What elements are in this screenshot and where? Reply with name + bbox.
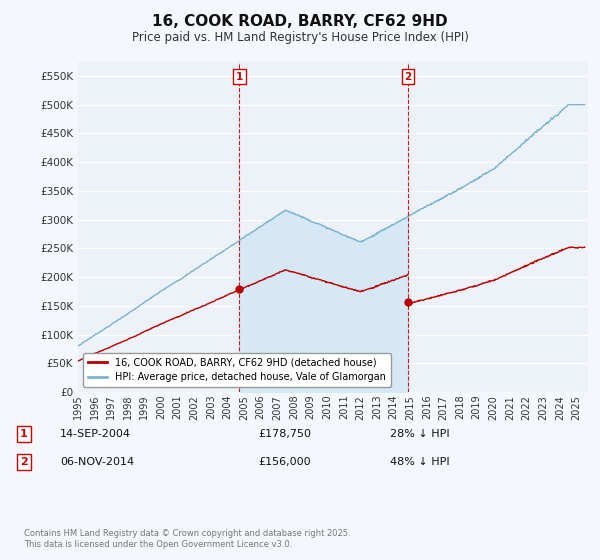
Text: 2: 2 (20, 457, 28, 467)
Text: £156,000: £156,000 (258, 457, 311, 467)
Text: 2: 2 (404, 72, 412, 82)
Text: 28% ↓ HPI: 28% ↓ HPI (390, 429, 449, 439)
Legend: 16, COOK ROAD, BARRY, CF62 9HD (detached house), HPI: Average price, detached ho: 16, COOK ROAD, BARRY, CF62 9HD (detached… (83, 353, 391, 387)
Text: Contains HM Land Registry data © Crown copyright and database right 2025.
This d: Contains HM Land Registry data © Crown c… (24, 529, 350, 549)
Text: 14-SEP-2004: 14-SEP-2004 (60, 429, 131, 439)
Text: 1: 1 (20, 429, 28, 439)
Text: 16, COOK ROAD, BARRY, CF62 9HD: 16, COOK ROAD, BARRY, CF62 9HD (152, 14, 448, 29)
Text: 06-NOV-2014: 06-NOV-2014 (60, 457, 134, 467)
Text: £178,750: £178,750 (258, 429, 311, 439)
Text: Price paid vs. HM Land Registry's House Price Index (HPI): Price paid vs. HM Land Registry's House … (131, 31, 469, 44)
Text: 1: 1 (236, 72, 243, 82)
Text: 48% ↓ HPI: 48% ↓ HPI (390, 457, 449, 467)
